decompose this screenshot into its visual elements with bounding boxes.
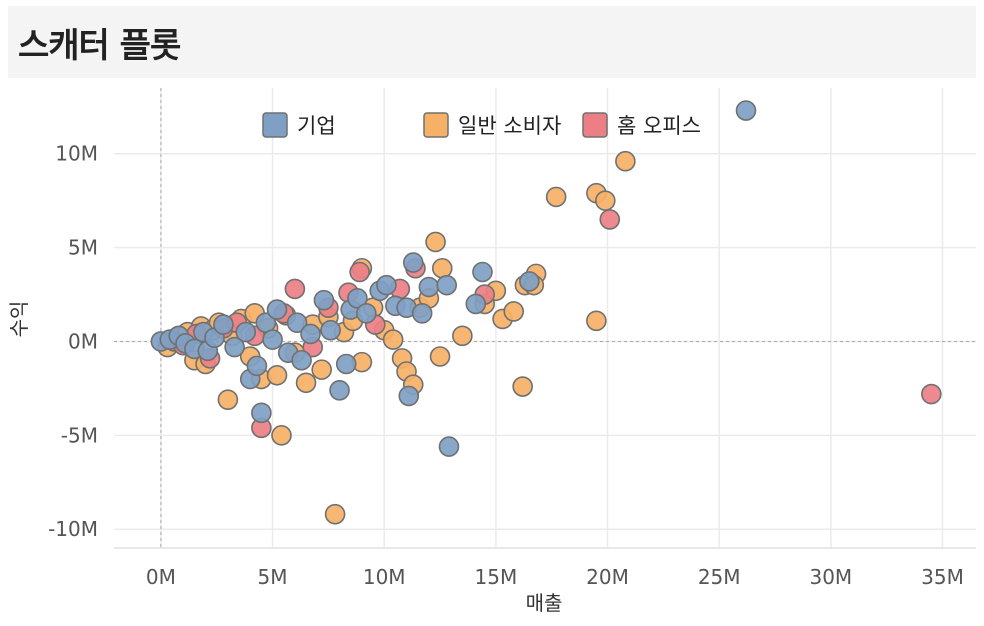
x-tick-label: 0M (146, 565, 176, 589)
data-point[interactable] (347, 287, 368, 309)
title-bar: 스캐터 플롯 (8, 6, 976, 78)
x-tick-label: 5M (258, 565, 288, 589)
legend-swatch (262, 112, 288, 138)
data-point[interactable] (503, 301, 525, 322)
data-point[interactable] (286, 312, 308, 333)
data-point[interactable] (472, 261, 493, 283)
tick-layer: 0M 5M 10M 15M 20M 25M 30M 35M -10M -5M 0M 5M 10M (48, 142, 964, 589)
legend-item[interactable]: 홈 오피스 (582, 112, 701, 138)
data-point[interactable] (402, 252, 424, 273)
data-point[interactable] (271, 425, 292, 446)
legend-swatch (582, 112, 608, 138)
data-point[interactable] (217, 389, 239, 410)
chart-title: 스캐터 플롯 (18, 26, 181, 66)
data-point[interactable] (291, 349, 312, 371)
data-point[interactable] (586, 310, 607, 332)
legend-item[interactable]: 기업 (262, 112, 336, 138)
data-point[interactable] (295, 372, 317, 394)
data-point[interactable] (411, 303, 433, 324)
y-tick-label: 5M (68, 236, 98, 260)
data-point[interactable] (376, 274, 397, 296)
data-point[interactable] (418, 276, 440, 298)
data-point[interactable] (284, 278, 306, 300)
legend-label: 일반 소비자 (458, 114, 561, 138)
data-point[interactable] (425, 231, 446, 253)
data-point[interactable] (429, 346, 451, 367)
data-point[interactable] (465, 293, 487, 315)
data-point[interactable] (431, 257, 453, 279)
data-point[interactable] (246, 355, 268, 377)
data-point[interactable] (224, 336, 245, 358)
data-point[interactable] (349, 261, 370, 283)
x-tick-label: 20M (586, 565, 629, 589)
grid-layer (114, 88, 976, 549)
data-point[interactable] (313, 289, 335, 311)
x-tick-label: 25M (698, 565, 741, 589)
data-point[interactable] (545, 186, 567, 208)
data-point[interactable] (356, 303, 377, 324)
y-tick-label: -10M (48, 517, 98, 541)
data-point[interactable] (300, 323, 321, 345)
data-point[interactable] (262, 329, 283, 350)
data-point[interactable] (519, 271, 540, 292)
data-point[interactable] (735, 100, 757, 121)
y-axis-title: 수익 (7, 301, 31, 338)
data-point[interactable] (311, 359, 332, 380)
x-tick-label: 35M (921, 565, 964, 589)
data-point[interactable] (324, 503, 346, 525)
y-tick-label: 0M (68, 329, 98, 353)
data-point[interactable] (438, 436, 460, 457)
legend-label: 홈 오피스 (617, 114, 701, 138)
legend-label: 기업 (297, 114, 336, 138)
data-point[interactable] (320, 319, 341, 341)
data-point[interactable] (335, 353, 357, 375)
data-point[interactable] (251, 402, 272, 424)
y-tick-label: -5M (61, 423, 98, 447)
legend[interactable]: 기업 일반 소비자 홈 오피스 (262, 112, 701, 138)
data-point[interactable] (599, 209, 621, 230)
x-tick-label: 15M (475, 565, 518, 589)
y-tick-label: 10M (55, 142, 98, 166)
data-point[interactable] (512, 376, 533, 397)
legend-swatch (423, 112, 449, 138)
x-tick-label: 30M (809, 565, 852, 589)
data-point[interactable] (213, 314, 234, 335)
data-point[interactable] (382, 329, 404, 350)
data-point[interactable] (266, 364, 288, 386)
x-tick-label: 10M (363, 565, 406, 589)
data-point[interactable] (452, 325, 473, 347)
legend-item[interactable]: 일반 소비자 (423, 112, 561, 138)
point-layer (150, 100, 942, 525)
data-point[interactable] (594, 190, 616, 211)
data-point[interactable] (266, 299, 288, 320)
data-point[interactable] (921, 383, 942, 405)
data-point[interactable] (398, 385, 420, 407)
data-point[interactable] (329, 379, 350, 401)
data-point[interactable] (436, 274, 458, 296)
x-axis-title: 매출 (526, 591, 563, 615)
data-point[interactable] (235, 321, 257, 343)
data-point[interactable] (615, 150, 636, 172)
